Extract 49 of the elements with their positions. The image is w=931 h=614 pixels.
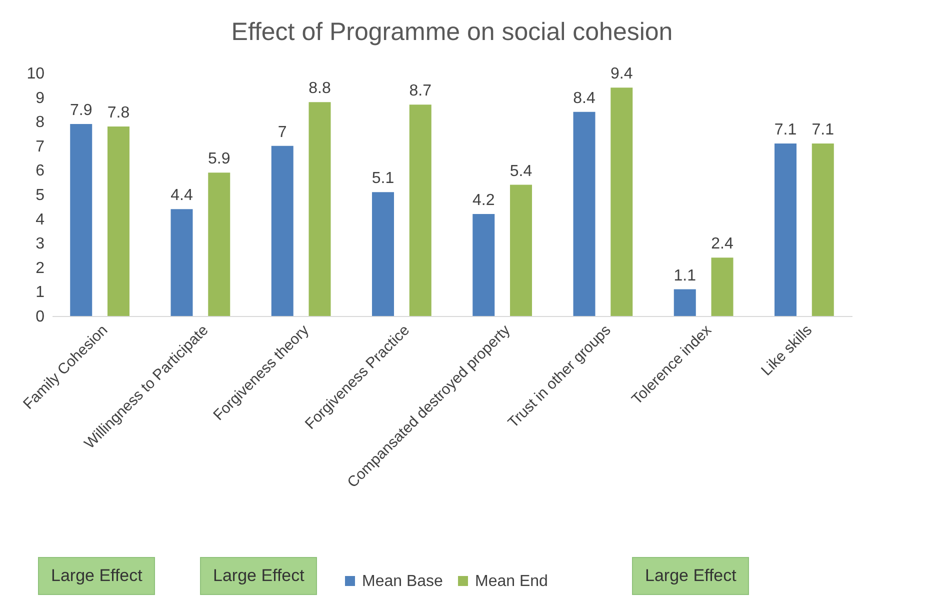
- data-label: 8.8: [308, 80, 331, 98]
- bar: [812, 143, 834, 316]
- text: Large Effect: [632, 557, 750, 595]
- text: Large Effect: [200, 557, 318, 595]
- bar: [70, 124, 92, 316]
- data-label: 4.2: [472, 192, 495, 209]
- data-label: 7.8: [107, 104, 130, 122]
- data-label: 8.4: [573, 90, 596, 107]
- bar: [472, 214, 495, 316]
- data-label: 5.9: [208, 150, 230, 168]
- data-label: 7.1: [812, 121, 834, 138]
- bar: [271, 146, 294, 316]
- data-label: 8.7: [409, 82, 432, 100]
- bar: [308, 102, 331, 316]
- bar: [774, 143, 797, 316]
- y-tick-label: 10: [26, 66, 45, 82]
- bar: [170, 209, 193, 316]
- bar: [711, 258, 734, 316]
- y-tick-label: 9: [36, 90, 45, 107]
- y-tick-label: 8: [36, 114, 45, 132]
- chart-title: Effect of Programme on social cohesion: [231, 18, 673, 46]
- data-label: 2.4: [711, 236, 734, 253]
- data-label: 4.4: [170, 187, 193, 204]
- legend-label: Mean End: [475, 573, 548, 590]
- text: Large Effect: [38, 557, 156, 595]
- y-tick-label: 3: [36, 236, 45, 253]
- y-tick-label: 0: [36, 308, 45, 326]
- bar: [208, 172, 230, 316]
- y-tick-label: 2: [36, 260, 45, 277]
- y-tick-label: 1: [36, 284, 45, 302]
- data-label: 9.4: [610, 66, 633, 83]
- y-tick-label: 6: [36, 162, 45, 180]
- y-tick-label: 5: [36, 187, 45, 204]
- y-tick-label: 7: [36, 138, 45, 156]
- bar: [610, 88, 633, 316]
- data-label: 7.9: [70, 102, 92, 120]
- bar: [674, 289, 696, 316]
- bar: [573, 112, 596, 316]
- bar: [107, 126, 130, 316]
- data-label: 5.4: [510, 162, 532, 180]
- y-tick-label: 4: [36, 211, 45, 228]
- data-label: 7.1: [774, 121, 797, 138]
- data-label: 7: [278, 124, 287, 141]
- bar: [372, 192, 394, 316]
- bar: [510, 184, 532, 316]
- legend-label: Mean Base: [362, 573, 444, 590]
- bar: [409, 104, 432, 316]
- data-label: 5.1: [372, 170, 394, 188]
- data-label: 1.1: [674, 267, 696, 284]
